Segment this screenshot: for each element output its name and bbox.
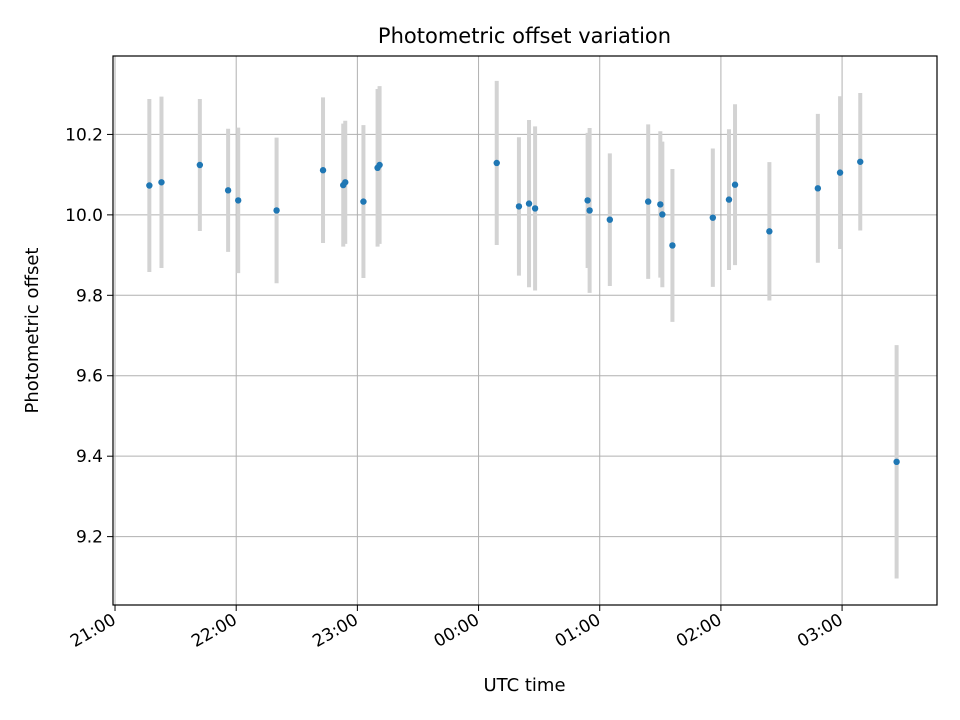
data-point [319,167,327,174]
data-point [531,205,539,212]
data-point [659,211,666,218]
data-point [644,198,652,205]
data-point [657,201,664,208]
y-axis-label: Photometric offset [22,248,43,414]
data-point [342,179,349,186]
data-point [814,185,822,192]
data-point [493,159,500,167]
chart-title: Photometric offset variation [378,24,671,48]
data-point [836,169,844,176]
data-point [586,207,593,214]
y-tick-label: 10.0 [65,206,103,226]
data-point [709,214,717,221]
data-point [857,158,864,165]
data-point [893,458,900,466]
data-point [725,196,733,203]
data-point [196,161,204,169]
y-tick-label: 9.4 [76,447,103,467]
data-points [146,158,900,466]
grid [113,56,937,605]
y-tick-label: 9.8 [76,286,103,306]
data-point [669,242,676,249]
plot-frame [112,55,938,606]
data-point [606,216,614,223]
y-axis: 9.2 9.4 9.6 9.8 10.0 10.2 [65,125,113,548]
data-point [731,181,739,188]
data-point [273,207,280,214]
data-point [515,203,523,210]
y-tick-label: 9.2 [76,528,103,548]
x-axis-label: UTC time [483,675,565,696]
y-tick-label: 10.2 [65,125,103,145]
data-point [376,161,383,169]
data-point [235,197,242,204]
data-point [224,187,232,194]
data-point [525,200,533,207]
data-point [584,197,591,204]
data-point [146,182,153,189]
data-point [158,179,165,186]
data-point [766,228,773,235]
y-tick-label: 9.6 [76,367,103,387]
data-point [360,198,367,205]
